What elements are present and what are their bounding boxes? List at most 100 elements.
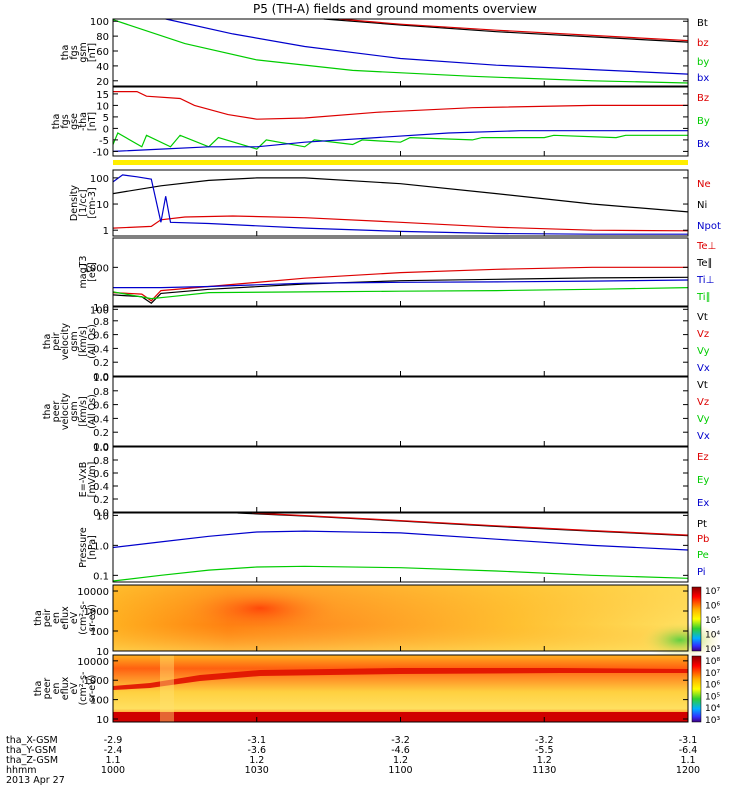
ylabel-fgs_gse-4: [nT] <box>87 112 98 131</box>
ytick-label-temp-1: 100 <box>90 305 109 316</box>
ytick-label-efield-2: 0.6 <box>93 469 109 480</box>
ytick-label-fgs_gse-0: 15 <box>96 90 109 101</box>
legend-efield-2: Ex <box>697 498 709 509</box>
ylabel-temp-0: magT3 <box>78 256 89 289</box>
ylabel-peir_eflux-5: (cm²-s- <box>78 601 89 635</box>
legend-peir_velocity-0: Vt <box>697 312 708 323</box>
ylabel-temp-1: [eV] <box>87 262 98 282</box>
ephem-value-1-0: -2.4 <box>104 745 123 756</box>
ytick-label-fgs_gsm-2: 60 <box>96 47 109 58</box>
ytick-label-pressure-1: 1.0 <box>93 541 109 552</box>
panel-frame-peer_velocity <box>112 376 689 447</box>
ephem-value-2-2: 1.2 <box>393 755 408 766</box>
ephemeris-table: tha_X-GSM -2.9 -3.1 -3.2 -3.2 -3.1 tha_Y-GSM -2… <box>6 735 700 786</box>
legend-peir_velocity-1: Vz <box>697 329 709 340</box>
ytick-label-peir_velocity-2: 0.6 <box>93 331 109 342</box>
ytick-label-peer_eflux-3: 10 <box>96 715 109 726</box>
ephem-value-2-3: 1.2 <box>537 755 552 766</box>
series-line-fgs_gsm-2 <box>112 19 689 84</box>
ylabel-fgs_gse-1: fgs <box>60 114 71 128</box>
ytick-label-peir_velocity-5: 0.0 <box>93 372 109 383</box>
panel-peer_eflux: 10000 1000 100 10 thapeerenefluxeV(cm²-s-sr-… <box>33 654 720 726</box>
ylabel-peer_velocity-1: peer <box>51 401 62 423</box>
ytick-label-peir_velocity-1: 0.8 <box>93 317 109 328</box>
ytick-label-efield-0: 1.0 <box>93 443 109 454</box>
legend-temp-3: Ti∥ <box>696 292 711 303</box>
ytick-label-peer_eflux-1: 1000 <box>84 676 109 687</box>
ylabel-peer_eflux-3: eflux <box>60 676 71 700</box>
legend-fgs_gsm-2: by <box>697 57 709 68</box>
ylabel-fgs_gse-3: -tha <box>78 112 89 131</box>
ylabel-peer_velocity-4: [km/s] <box>78 396 89 426</box>
legend-fgs_gse-2: Bx <box>697 139 710 150</box>
ylabel-fgs_gsm-2: gsm <box>78 42 89 62</box>
ephem-value-3-1: 1030 <box>245 765 269 776</box>
ytick-label-efield-5: 0.0 <box>93 508 109 519</box>
ytick-label-density-1: 10 <box>96 200 109 211</box>
ytick-label-fgs_gsm-0: 100 <box>90 17 109 28</box>
ylabel-peir_eflux-2: en <box>51 612 62 624</box>
ylabel-peir_velocity-3: gsm <box>69 331 80 351</box>
ytick-label-peer_velocity-3: 0.4 <box>93 414 109 425</box>
series-line-pressure-3 <box>112 530 689 551</box>
ylabel-efield-1: [mV/m] <box>87 462 98 498</box>
ytick-label-peir_velocity-0: 1.0 <box>93 303 109 314</box>
legend-pressure-3: Pi <box>697 567 706 578</box>
ephem-value-0-3: -3.2 <box>535 735 554 746</box>
series-line-fgs_gsm-1 <box>338 18 689 42</box>
ylabel-peer_velocity-0: tha <box>42 404 53 420</box>
colorbar-tick-peir_eflux-2: 10⁵ <box>705 616 720 626</box>
panel-peer_velocity: Vt Vz Vy Vx 1.0 0.8 0.6 0.4 0.2 0.0 thapeervelocit… <box>42 373 710 453</box>
electron-spectrogram-image <box>113 655 688 722</box>
ylabel-peir_eflux-3: eflux <box>60 606 71 630</box>
ylabel-density-1: [1/cc] <box>78 189 89 216</box>
ylabel-peer_eflux-0: tha <box>33 681 44 697</box>
ylabel-fgs_gsm-1: fgs <box>69 45 80 59</box>
ytick-label-peir_eflux-0: 10000 <box>77 587 109 598</box>
ephem-value-0-2: -3.2 <box>391 735 410 746</box>
ytick-label-peir_eflux-2: 100 <box>90 627 109 638</box>
ytick-label-efield-1: 0.8 <box>93 456 109 467</box>
colorbar-tick-peer_eflux-0: 10⁸ <box>705 657 720 667</box>
ylabel-peir_velocity-0: tha <box>42 334 53 350</box>
ylabel-fgs_gsm-0: tha <box>60 45 71 61</box>
ephem-value-2-4: 1.1 <box>680 755 695 766</box>
colorbar-tick-peer_eflux-5: 10³ <box>705 716 720 726</box>
ytick-label-fgs_gsm-1: 80 <box>96 32 109 43</box>
legend-pressure-2: Pe <box>697 550 709 561</box>
colorbar-tick-peir_eflux-3: 10⁴ <box>705 631 720 641</box>
ytick-label-peer_eflux-2: 100 <box>90 696 109 707</box>
panel-frame-fgs_gse <box>112 86 689 157</box>
ephem-value-1-3: -5.5 <box>535 745 554 756</box>
ytick-label-temp-0: 1000 <box>84 263 109 274</box>
legend-pressure-1: Pb <box>697 534 709 545</box>
ytick-label-peer_velocity-0: 1.0 <box>93 373 109 384</box>
ytick-label-peer_velocity-4: 0.2 <box>93 428 109 439</box>
ytick-label-density-0: 100 <box>90 174 109 185</box>
series-line-temp-1 <box>112 276 689 304</box>
panel-frame-peir_velocity <box>112 306 689 377</box>
electron-colorbar <box>691 655 702 723</box>
colorbar-tick-peer_eflux-2: 10⁶ <box>705 681 720 691</box>
ytick-label-fgs_gse-5: -10 <box>93 147 109 158</box>
series-line-fgs_gsm-3 <box>165 18 689 75</box>
panel-frame-fgs_gsm <box>112 18 689 87</box>
ephem-value-3-2: 1100 <box>388 765 412 776</box>
legend-peer_velocity-0: Vt <box>697 380 708 391</box>
ylabel-peer_velocity-5: (All Qs) <box>87 394 98 429</box>
figure-title: P5 (TH-A) fields and ground moments over… <box>253 2 537 16</box>
ytick-label-peer_velocity-1: 0.8 <box>93 387 109 398</box>
ytick-label-density-2: 1 <box>103 226 109 237</box>
ylabel-density-0: Density <box>69 185 80 221</box>
ylabel-peer_eflux-2: en <box>51 683 62 695</box>
ylabel-fgs_gsm-3: [nT] <box>87 43 98 62</box>
ytick-label-peir_eflux-3: 10 <box>96 647 109 658</box>
ylabel-peir_eflux-4: eV <box>69 611 80 624</box>
series-line-fgs_gse-2 <box>112 130 688 152</box>
legend-fgs_gse-0: Bz <box>697 93 709 104</box>
ytick-label-peir_velocity-3: 0.4 <box>93 344 109 355</box>
colorbar-tick-peir_eflux-1: 10⁶ <box>705 602 720 612</box>
series-line-fgs_gse-1 <box>112 132 688 150</box>
